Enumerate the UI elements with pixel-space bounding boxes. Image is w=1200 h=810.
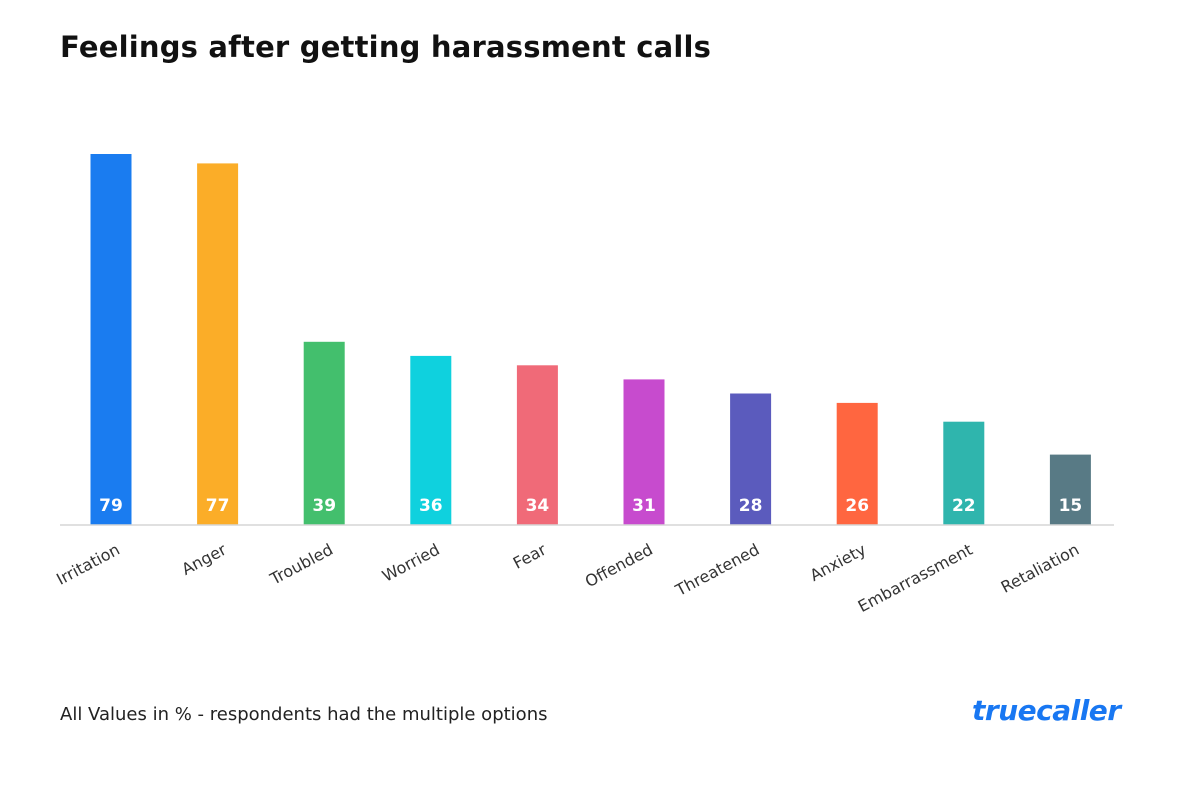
category-label-threatened: Threatened <box>671 540 762 600</box>
category-label-embarrassment: Embarrassment <box>855 540 976 616</box>
bar-embarrassment <box>943 421 985 525</box>
labels-layer: Irritation Anger Troubled Worried Fear Offend… <box>53 540 1082 617</box>
bar-fear <box>516 365 558 525</box>
category-label-worried: Worried <box>379 540 443 586</box>
value-label-worried: 36 <box>419 496 443 516</box>
truecaller-logo: truecaller <box>972 694 1121 727</box>
category-label-irritation: Irritation <box>53 540 123 589</box>
bar-worried <box>410 355 452 525</box>
category-label-retaliation: Retaliation <box>998 540 1083 597</box>
value-label-retaliation: 15 <box>1059 496 1083 516</box>
value-label-anxiety: 26 <box>845 496 869 516</box>
footnote: All Values in % - respondents had the mu… <box>60 704 548 725</box>
bar-retaliation <box>1049 454 1091 525</box>
bar-troubled <box>303 341 345 525</box>
category-label-offended: Offended <box>582 540 656 591</box>
bar-anxiety <box>836 402 878 525</box>
category-label-fear: Fear <box>510 540 550 573</box>
category-label-anger: Anger <box>178 540 229 579</box>
value-label-anger: 77 <box>206 496 230 516</box>
bar-anger <box>197 163 239 525</box>
bar-irritation <box>90 154 132 525</box>
value-label-offended: 31 <box>632 496 656 516</box>
bars-layer: 79 77 39 36 34 31 28 26 22 15 <box>90 154 1091 525</box>
bar-offended <box>623 379 665 525</box>
bar-threatened <box>730 393 772 525</box>
bar-chart: 79 77 39 36 34 31 28 26 22 15 Irritation Anger Trou… <box>53 154 1114 617</box>
value-label-threatened: 28 <box>739 496 763 516</box>
category-label-anxiety: Anxiety <box>807 540 869 585</box>
value-label-irritation: 79 <box>99 496 123 516</box>
value-label-fear: 34 <box>526 496 550 516</box>
category-label-troubled: Troubled <box>266 540 336 589</box>
value-label-troubled: 39 <box>312 496 336 516</box>
chart-title: Feelings after getting harassment calls <box>60 30 712 64</box>
value-label-embarrassment: 22 <box>952 496 976 516</box>
